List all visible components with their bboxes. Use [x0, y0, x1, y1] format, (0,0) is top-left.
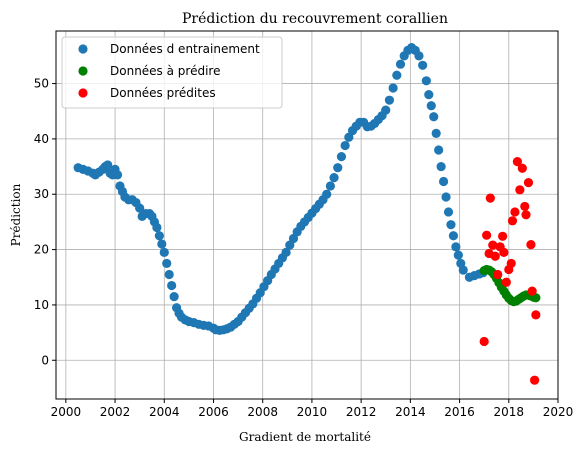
x-axis-ticks: 2000 2002 2004 2006 2008 2010 2012 2014 2016 2018… [51, 399, 574, 419]
data-point [441, 192, 451, 202]
data-point [336, 152, 347, 162]
legend: Données d entrainement Données à prédire D… [61, 36, 283, 109]
y-axis-ticks: 0 10 20 30 40 50 [34, 77, 56, 367]
data-point [103, 160, 113, 170]
data-point [329, 173, 339, 183]
data-point [446, 220, 456, 230]
data-point [453, 250, 463, 260]
legend-label: Données prédites [110, 86, 216, 100]
data-point [438, 176, 449, 187]
data-point [159, 247, 169, 257]
data-point [384, 95, 395, 105]
data-point [488, 240, 498, 250]
data-point [517, 163, 527, 173]
y-tick-label: 50 [34, 77, 49, 91]
data-point [164, 269, 174, 280]
x-tick-label: 2002 [100, 405, 131, 419]
data-point [498, 231, 508, 241]
x-axis-label: Gradient de mortalité [239, 430, 371, 444]
data-point [333, 163, 343, 173]
data-point [322, 189, 332, 199]
data-point [482, 230, 492, 240]
data-point [169, 292, 179, 302]
data-point [501, 277, 511, 287]
legend-marker [78, 88, 88, 98]
legend-label: Données à prédire [110, 64, 220, 78]
x-tick-label: 2012 [346, 405, 377, 419]
data-point [135, 203, 145, 213]
chart-title: Prédiction du recouvrement corallien [182, 11, 448, 27]
y-tick-label: 20 [34, 243, 49, 257]
data-point [493, 269, 503, 280]
data-point [506, 258, 516, 269]
x-tick-label: 2016 [444, 405, 475, 419]
data-point [448, 231, 459, 241]
data-point [490, 251, 500, 261]
data-point [424, 90, 434, 100]
data-point [112, 170, 123, 180]
data-point [479, 336, 489, 347]
data-point [340, 140, 350, 151]
data-point [434, 145, 444, 155]
data-point [426, 101, 436, 111]
plot-frame [55, 30, 559, 400]
data-point [154, 231, 164, 241]
series-1 [73, 43, 488, 335]
data-point [157, 239, 167, 249]
data-point [162, 258, 172, 269]
data-point [515, 185, 525, 195]
data-point [451, 242, 461, 252]
y-axis-label: Prédiction [9, 183, 23, 246]
data-point [527, 286, 537, 296]
legend-marker [78, 44, 88, 54]
data-point [395, 59, 406, 69]
legend-box [61, 36, 283, 109]
y-tick-label: 10 [34, 298, 49, 312]
x-tick-label: 2008 [247, 405, 278, 419]
data-point [521, 210, 531, 220]
data-point [392, 70, 402, 80]
data-point [381, 105, 391, 115]
data-point [436, 161, 446, 172]
data-point [507, 216, 518, 226]
x-tick-label: 2006 [198, 405, 229, 419]
x-tick-label: 2004 [149, 405, 180, 419]
data-point [414, 51, 424, 61]
legend-marker [78, 66, 88, 76]
x-tick-label: 2014 [395, 405, 426, 419]
data-point [325, 181, 335, 191]
data-point [429, 112, 439, 122]
data-point [499, 247, 509, 257]
data-point [421, 76, 431, 86]
data-point [388, 83, 398, 93]
data-point [281, 247, 291, 257]
data-point [530, 375, 540, 385]
data-point [443, 207, 454, 217]
data-point [152, 222, 162, 233]
data-point [523, 178, 534, 188]
data-point [512, 156, 522, 167]
data-point [167, 280, 177, 291]
legend-label: Données d entrainement [110, 42, 260, 56]
data-points [73, 43, 541, 385]
data-point [458, 265, 468, 275]
series-3 [479, 156, 541, 385]
data-point [431, 128, 441, 138]
x-tick-label: 2000 [51, 405, 82, 419]
y-tick-label: 0 [41, 353, 49, 367]
y-tick-label: 40 [34, 132, 49, 146]
data-point [485, 193, 495, 203]
data-point [531, 310, 541, 320]
x-tick-label: 2010 [297, 405, 328, 419]
x-tick-label: 2018 [494, 405, 525, 419]
x-tick-label: 2020 [543, 405, 574, 419]
data-point [418, 60, 428, 70]
y-tick-label: 30 [34, 187, 49, 201]
data-point [526, 240, 536, 250]
data-point [520, 201, 530, 212]
data-point [510, 207, 520, 217]
